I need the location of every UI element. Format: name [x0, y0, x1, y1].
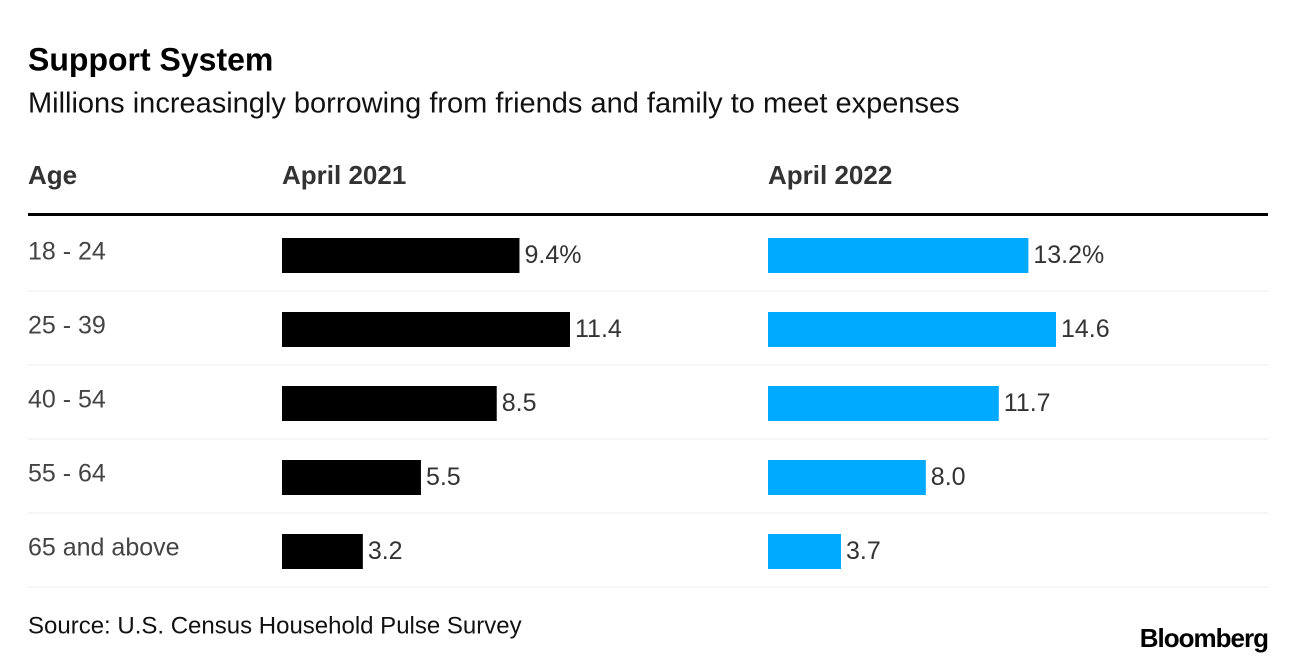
- bar: [768, 460, 926, 495]
- bar: [768, 312, 1056, 347]
- logo: Bloomberg: [1140, 623, 1268, 653]
- bar: [768, 238, 1029, 273]
- value-label: 11.7: [1004, 389, 1051, 417]
- chart-title: Support System: [28, 41, 273, 77]
- value-label: 14.6: [1061, 315, 1110, 343]
- column-header: April 2021: [282, 160, 406, 190]
- chart-subtitle: Millions increasingly borrowing from fri…: [28, 88, 960, 120]
- header-rule: [28, 213, 1268, 216]
- bar: [768, 386, 999, 421]
- category-label: 25 - 39: [28, 312, 106, 340]
- category-label: 65 and above: [28, 534, 180, 562]
- column-header: Age: [28, 160, 77, 190]
- category-label: 40 - 54: [28, 386, 106, 414]
- value-label: 9.4%: [524, 241, 581, 269]
- bar: [282, 386, 497, 421]
- bar: [282, 534, 363, 569]
- bar: [282, 460, 421, 495]
- value-label: 13.2%: [1033, 241, 1104, 269]
- value-label: 3.2: [368, 537, 403, 565]
- bar: [282, 238, 520, 273]
- value-label: 5.5: [426, 463, 461, 491]
- value-label: 3.7: [846, 537, 881, 565]
- category-label: 55 - 64: [28, 460, 106, 488]
- bar: [282, 312, 570, 347]
- column-header: April 2022: [768, 160, 892, 190]
- source: Source: U.S. Census Household Pulse Surv…: [28, 612, 522, 639]
- value-label: 11.4: [575, 315, 622, 343]
- value-label: 8.5: [502, 389, 537, 417]
- bar: [768, 534, 841, 569]
- value-label: 8.0: [931, 463, 966, 491]
- category-label: 18 - 24: [28, 238, 106, 266]
